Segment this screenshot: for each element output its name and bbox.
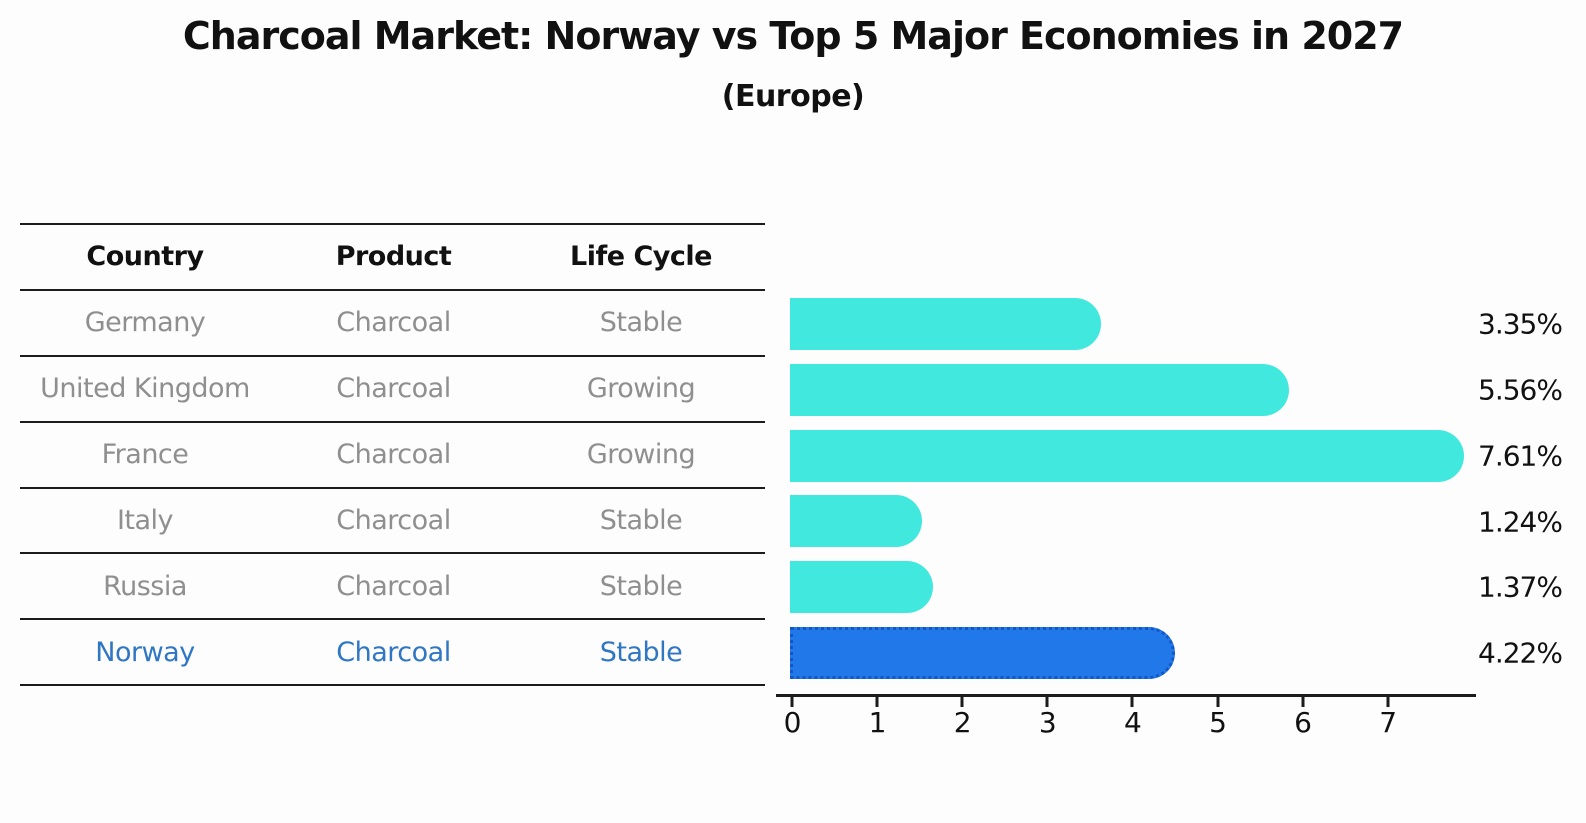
- bar-russia: [790, 561, 933, 614]
- cell-product: Charcoal: [336, 439, 451, 471]
- table-row: Germany Charcoal Stable: [20, 291, 765, 357]
- cell-country: France: [101, 439, 189, 471]
- table-header-row: Country Product Life Cycle: [20, 225, 765, 291]
- x-axis-tick: [1216, 697, 1219, 707]
- x-tick-label: 0: [783, 706, 802, 739]
- x-tick-label: 6: [1294, 706, 1312, 739]
- col-header-product: Product: [335, 241, 452, 273]
- bar-germany: [790, 297, 1102, 350]
- table-row: Italy Charcoal Stable: [20, 489, 765, 555]
- bar-row: 4.22%: [790, 620, 1586, 686]
- x-axis-line: [776, 694, 1476, 697]
- table-row: United Kingdom Charcoal Growing: [20, 357, 765, 423]
- table-row: Russia Charcoal Stable: [20, 554, 765, 621]
- x-axis-tick: [1301, 697, 1305, 707]
- x-axis-tick: [875, 697, 879, 707]
- cell-life-cycle: Growing: [586, 439, 696, 471]
- cell-product: Charcoal: [336, 373, 451, 405]
- bar-norway-highlighted: [790, 627, 1176, 680]
- cell-life-cycle: Stable: [599, 570, 683, 602]
- x-axis-tick: [1045, 697, 1049, 707]
- cell-country: United Kingdom: [40, 373, 250, 405]
- page-subtitle: (Europe): [721, 79, 865, 114]
- table-row-norway: Norway Charcoal Stable: [20, 620, 765, 687]
- info-table: Country Product Life Cycle Germany Charc…: [20, 223, 765, 687]
- x-tick-label: 4: [1123, 706, 1142, 739]
- x-axis: 0 1 2 3 4 5 6 7: [776, 694, 1476, 744]
- page-title: Charcoal Market: Norway vs Top 5 Major E…: [182, 14, 1404, 58]
- cell-product: Charcoal: [336, 505, 451, 536]
- bar-italy: [790, 495, 922, 548]
- cell-country: Germany: [84, 307, 206, 339]
- value-label: 5.56%: [1478, 373, 1563, 407]
- cell-life-cycle: Stable: [599, 307, 683, 339]
- value-label: 1.37%: [1478, 570, 1563, 604]
- x-axis-tick: [1130, 697, 1134, 707]
- cell-life-cycle: Stable: [599, 505, 683, 536]
- bar-row: 5.56%: [790, 357, 1586, 423]
- table-row: France Charcoal Growing: [20, 423, 765, 489]
- cell-life-cycle: Stable: [599, 636, 683, 668]
- cell-product: Charcoal: [336, 307, 451, 339]
- x-axis-tick: [1386, 697, 1390, 707]
- bar-plot: 3.35% 5.56% 7.61% 1.24% 1.37% 4.22%: [790, 291, 1586, 686]
- cell-country: Russia: [103, 570, 187, 602]
- bar-row: 1.37%: [790, 554, 1586, 620]
- cell-country: Norway: [95, 636, 195, 668]
- x-axis-tick: [960, 697, 964, 707]
- x-axis-tick: [790, 697, 794, 707]
- x-tick-label: 3: [1038, 706, 1057, 739]
- value-label: 7.61%: [1478, 439, 1563, 473]
- x-tick-label: 2: [953, 706, 972, 739]
- value-label: 3.35%: [1478, 307, 1563, 341]
- cell-country: Italy: [116, 505, 174, 536]
- value-label: 1.24%: [1478, 505, 1563, 538]
- col-header-life-cycle: Life Cycle: [570, 241, 712, 273]
- bar-france: [790, 429, 1464, 482]
- bar-row: 1.24%: [790, 489, 1586, 555]
- bar-united-kingdom: [790, 363, 1290, 416]
- x-tick-label: 7: [1379, 706, 1397, 739]
- x-tick-label: 5: [1209, 706, 1227, 739]
- col-header-country: Country: [86, 241, 204, 273]
- bar-row: 7.61%: [790, 423, 1586, 489]
- cell-product: Charcoal: [336, 570, 451, 602]
- bar-row: 3.35%: [790, 291, 1586, 357]
- x-tick-label: 1: [868, 706, 887, 739]
- value-label: 4.22%: [1478, 636, 1563, 670]
- cell-product: Charcoal: [336, 636, 451, 668]
- cell-life-cycle: Growing: [586, 373, 696, 405]
